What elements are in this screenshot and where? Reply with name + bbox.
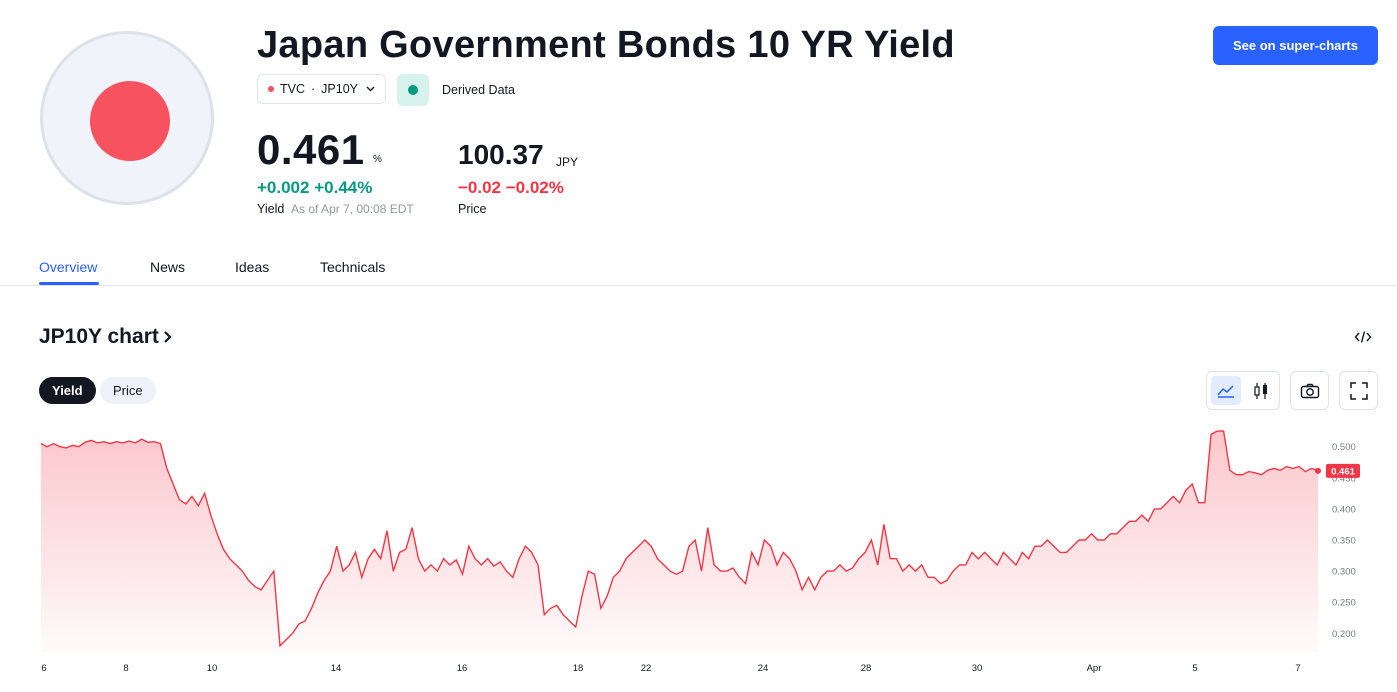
area-chart-icon [1217, 384, 1234, 398]
price-toggle[interactable]: Price [100, 377, 156, 404]
x-tick-label: 28 [861, 663, 872, 674]
derived-data-label: Derived Data [442, 83, 515, 97]
see-on-supercharts-button[interactable]: See on super-charts [1213, 26, 1378, 65]
derived-data-icon[interactable] [397, 74, 429, 106]
fullscreen-button[interactable] [1339, 371, 1378, 410]
chevron-right-icon [164, 331, 172, 343]
x-tick-label: 6 [41, 663, 46, 674]
x-tick-label: 14 [331, 663, 342, 674]
yield-value: 0.461 [257, 126, 365, 173]
separator-dot: · [311, 82, 316, 96]
price-label: Price [458, 202, 487, 216]
yield-timestamp: As of Apr 7, 00:08 EDT [291, 202, 414, 216]
x-tick-label: Apr [1087, 663, 1102, 674]
yield-toggle[interactable]: Yield [39, 377, 96, 404]
x-tick-label: 7 [1295, 663, 1300, 674]
tab-technicals[interactable]: Technicals [320, 259, 386, 275]
tab-news[interactable]: News [150, 259, 186, 275]
page-title: Japan Government Bonds 10 YR Yield [257, 24, 955, 66]
x-tick-label: 10 [207, 663, 218, 674]
chart-title-link[interactable]: JP10Y chart [39, 325, 174, 349]
price-unit: JPY [556, 155, 579, 169]
y-tick-label: 0.300 [1332, 567, 1356, 578]
x-tick-label: 16 [457, 663, 468, 674]
tab-ideas[interactable]: Ideas [235, 259, 270, 275]
y-tick-label: 0.250 [1332, 598, 1356, 609]
x-tick-label: 22 [641, 663, 652, 674]
camera-icon [1300, 383, 1319, 398]
x-tick-label: 5 [1192, 663, 1197, 674]
x-tick-label: 24 [758, 663, 769, 674]
japan-flag-logo [40, 31, 214, 205]
price-change-abs: −0.02 [458, 178, 502, 197]
last-value-badge [1326, 463, 1360, 478]
y-tick-label: 0.200 [1332, 629, 1356, 640]
candlestick-icon [1254, 382, 1267, 399]
last-value-label: 0.461 [1331, 466, 1355, 477]
yield-area-chart[interactable]: 0.200 0.250 0.300 0.350 0.400 0.450 0.500 0.461… [0, 420, 1397, 692]
fullscreen-icon [1349, 381, 1368, 400]
x-tick-label: 18 [573, 663, 584, 674]
active-tab-indicator [39, 282, 99, 285]
price-value: 100.37 [458, 139, 544, 170]
exchange-label: TVC [280, 82, 305, 96]
tab-overview[interactable]: Overview [39, 259, 98, 275]
candlestick-chart-button[interactable] [1246, 376, 1276, 405]
y-tick-label: 0.500 [1332, 442, 1356, 453]
x-tick-label: 8 [123, 663, 128, 674]
yield-label: Yield [257, 202, 285, 216]
yield-series-line [40, 430, 1319, 648]
chart-type-selector [1206, 371, 1280, 410]
y-tick-label: 0.400 [1332, 504, 1356, 515]
yield-change: +0.002 +0.44% [257, 178, 372, 198]
yield-change-pct: +0.44% [314, 178, 373, 197]
y-tick-label: 0.450 [1332, 473, 1356, 484]
chevron-down-icon [366, 86, 375, 92]
tab-bar: Overview News Ideas Technicals [0, 250, 1397, 286]
symbol-selector[interactable]: TVC · JP10Y [257, 74, 387, 104]
last-point-marker [1315, 467, 1321, 474]
price-change: −0.02 −0.02% [458, 178, 564, 198]
yield-change-abs: +0.002 [257, 178, 310, 197]
price-change-pct: −0.02% [505, 178, 564, 197]
ticker-label: JP10Y [321, 82, 359, 96]
code-embed-icon[interactable] [1354, 329, 1372, 345]
x-tick-label: 30 [972, 663, 983, 674]
exchange-dot-icon [268, 86, 274, 92]
area-chart-button[interactable] [1211, 376, 1241, 405]
yield-area-fill [41, 431, 1318, 652]
screenshot-button[interactable] [1290, 371, 1329, 410]
yield-unit: % [373, 154, 382, 165]
y-tick-label: 0.350 [1332, 536, 1356, 547]
chart-title-text: JP10Y chart [39, 325, 159, 348]
flag-red-disc [90, 81, 170, 161]
